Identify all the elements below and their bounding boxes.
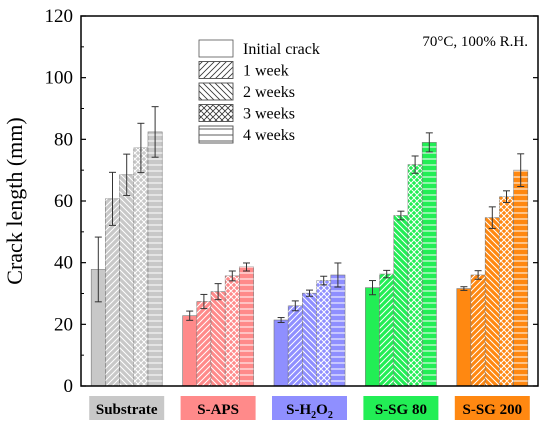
- error-bars: [94, 106, 525, 323]
- legend-label: 4 weeks: [243, 127, 295, 144]
- bar-hatch: [471, 275, 486, 386]
- y-tick-label: 100: [45, 68, 74, 89]
- bar-hatch: [225, 275, 240, 386]
- legend-label: 3 weeks: [243, 106, 295, 123]
- y-axis-title: Crack length (mm): [2, 117, 27, 284]
- bar-hatch: [288, 305, 303, 386]
- category-label: S-APS: [197, 402, 239, 418]
- y-axis: 0 20 40 60 80 100 120: [45, 6, 538, 397]
- x-axis: Substrate S-APS S-H2O2 S-SG 80 S-SG 200: [89, 396, 530, 421]
- bar: [365, 287, 380, 387]
- bar-hatch: [239, 266, 254, 386]
- category-label: S-SG 200: [462, 402, 522, 418]
- bar-hatch: [513, 170, 528, 386]
- bar-hatch: [499, 196, 514, 386]
- legend-label: Initial crack: [243, 41, 320, 58]
- category-label-box: [363, 396, 439, 420]
- condition-annotation: 70°C, 100% R.H.: [422, 34, 528, 50]
- y-tick-label: 20: [54, 314, 73, 335]
- legend-swatch-hatch: [198, 125, 234, 144]
- bar: [273, 319, 289, 387]
- y-tick-label: 60: [54, 191, 73, 212]
- y-tick-label: 120: [45, 6, 74, 27]
- bar-hatch: [133, 147, 148, 386]
- legend: Initial crack 1 week 2 weeks 3 weeks 4 weeks: [198, 39, 320, 144]
- legend-swatch-hatch: [198, 104, 234, 122]
- category-label: S-H2O2: [286, 402, 333, 421]
- legend-label: 1 week: [243, 63, 289, 80]
- legend-label: 2 weeks: [243, 84, 295, 101]
- y-tick-label: 80: [54, 129, 73, 150]
- bar-hatch: [330, 275, 345, 386]
- category-label: S-SG 80: [375, 402, 427, 418]
- bar-hatch: [302, 293, 317, 386]
- category-label-box: [180, 396, 256, 420]
- bar: [456, 288, 472, 387]
- bar: [182, 315, 198, 387]
- bar-hatch: [485, 217, 500, 386]
- y-tick-label: 0: [64, 376, 74, 397]
- bar-hatch: [422, 142, 437, 386]
- bar-hatch: [211, 291, 226, 386]
- bar-hatch: [393, 215, 408, 386]
- bars: [90, 131, 529, 387]
- bar-hatch: [408, 164, 423, 386]
- legend-swatch-hatch: [198, 82, 234, 101]
- bar-hatch: [196, 301, 211, 386]
- bar-hatch: [148, 131, 163, 386]
- bar-hatch: [119, 174, 134, 386]
- category-label-box: [89, 396, 165, 420]
- category-label-box: [272, 396, 347, 420]
- bar-hatch: [379, 274, 394, 386]
- category-label-box: [454, 396, 530, 420]
- legend-swatch-hatch: [198, 61, 234, 79]
- y-tick-label: 40: [54, 253, 73, 274]
- category-label: Substrate: [96, 402, 158, 418]
- legend-swatch: [198, 39, 234, 58]
- bar-hatch: [105, 198, 120, 386]
- bar-hatch: [316, 280, 331, 386]
